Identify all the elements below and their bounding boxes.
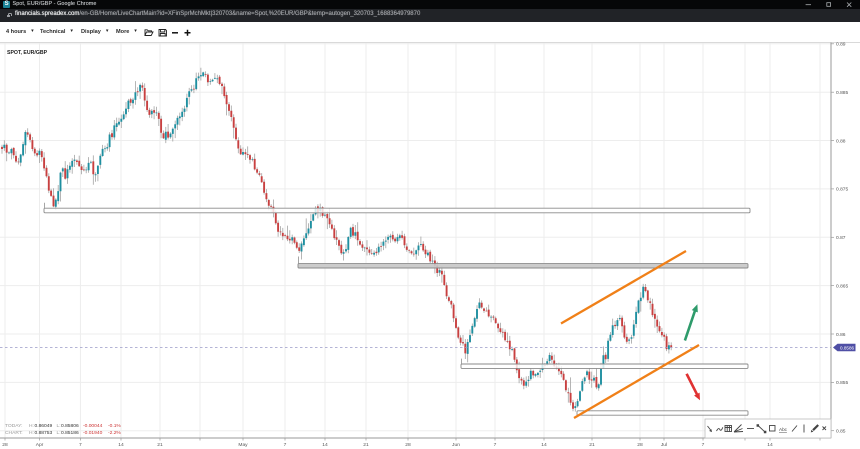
- svg-text:H:: H:: [29, 430, 34, 436]
- svg-text:0.855: 0.855: [836, 380, 849, 386]
- svg-text:14: 14: [541, 442, 547, 448]
- svg-text:7: 7: [79, 442, 82, 448]
- svg-text:14: 14: [118, 442, 124, 448]
- svg-text:7: 7: [284, 442, 287, 448]
- svg-text:21: 21: [363, 442, 369, 448]
- svg-text:-0.01940: -0.01940: [83, 430, 103, 436]
- svg-text:Abc: Abc: [779, 427, 788, 432]
- svg-text:0.86049: 0.86049: [35, 423, 53, 429]
- svg-text:14: 14: [767, 442, 773, 448]
- svg-text:SPOT, EUR/GBP: SPOT, EUR/GBP: [7, 50, 48, 56]
- svg-text:Jul: Jul: [661, 442, 667, 448]
- svg-text:0.89: 0.89: [836, 42, 846, 48]
- svg-text:Apr: Apr: [36, 442, 44, 448]
- svg-text:L:: L:: [57, 430, 61, 436]
- svg-text:0.885: 0.885: [836, 90, 849, 96]
- svg-text:-0.1%: -0.1%: [108, 423, 121, 429]
- svg-text:0.85186: 0.85186: [61, 430, 79, 436]
- svg-text:-0.00044: -0.00044: [83, 423, 103, 429]
- svg-text:Jun: Jun: [452, 442, 460, 448]
- svg-text:7: 7: [702, 442, 705, 448]
- svg-text:0.875: 0.875: [836, 187, 849, 193]
- svg-text:CHART:: CHART:: [5, 430, 23, 436]
- svg-text:0.8586: 0.8586: [840, 346, 854, 351]
- svg-text:L:: L:: [57, 423, 61, 429]
- svg-text:TODAY:: TODAY:: [5, 423, 22, 429]
- svg-text:0.87: 0.87: [836, 235, 846, 241]
- svg-text:0.85806: 0.85806: [61, 423, 79, 429]
- svg-text:H:: H:: [29, 423, 34, 429]
- svg-text:0.86: 0.86: [836, 332, 846, 338]
- svg-text:28: 28: [637, 442, 643, 448]
- svg-text:21: 21: [589, 442, 595, 448]
- svg-text:May: May: [238, 442, 248, 448]
- svg-text:7: 7: [494, 442, 497, 448]
- svg-text:28: 28: [2, 442, 8, 448]
- svg-text:28: 28: [405, 442, 411, 448]
- svg-text:0.865: 0.865: [836, 283, 849, 289]
- svg-text:0.85: 0.85: [836, 429, 846, 435]
- svg-text:0.88753: 0.88753: [35, 430, 53, 436]
- svg-text:-2.2%: -2.2%: [108, 430, 121, 436]
- svg-text:0.88: 0.88: [836, 138, 846, 144]
- svg-text:14: 14: [322, 442, 328, 448]
- svg-text:21: 21: [157, 442, 163, 448]
